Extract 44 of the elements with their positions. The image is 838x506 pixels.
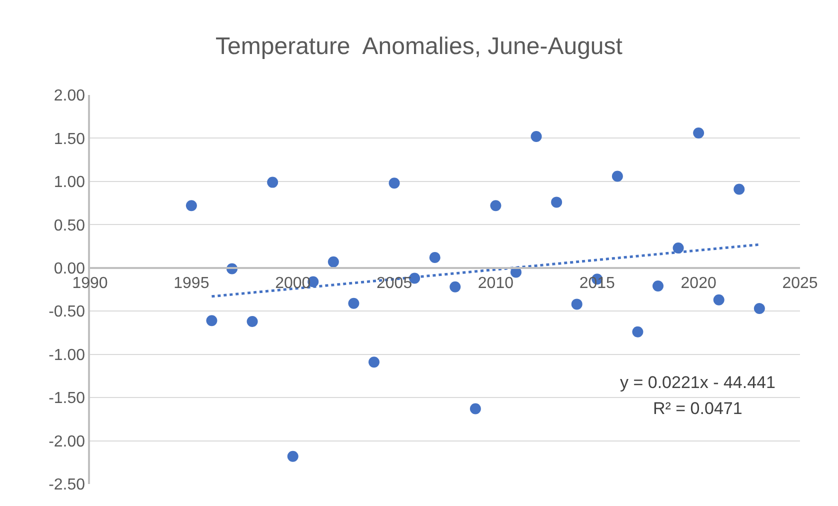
point — [530, 130, 542, 142]
point — [693, 128, 704, 139]
point — [450, 281, 461, 292]
point — [348, 298, 360, 309]
x-tick-label: 1990 — [72, 274, 108, 292]
point — [328, 256, 339, 268]
x-tick-label: 1995 — [174, 274, 210, 292]
y-tick-label: 0.50 — [54, 217, 86, 234]
y-tick-label: 1.00 — [54, 174, 86, 192]
point — [206, 315, 218, 326]
point — [388, 178, 400, 189]
point — [186, 200, 197, 212]
x-tick-label: 2025 — [782, 274, 818, 292]
y-tick-label: -1.50 — [48, 390, 86, 408]
point — [368, 356, 380, 368]
x-tick-label: 2015 — [579, 274, 616, 292]
point — [632, 326, 644, 338]
point — [490, 200, 502, 212]
y-tick-label: 0.00 — [54, 260, 86, 278]
y-tick-label: -2.00 — [48, 433, 86, 450]
y-tick-label: -1.00 — [48, 346, 86, 364]
point — [713, 294, 724, 306]
point — [734, 184, 745, 195]
point — [287, 450, 298, 462]
y-tick-label: 1.50 — [54, 130, 86, 148]
x-tick-label: 2020 — [680, 274, 716, 292]
point — [470, 403, 481, 414]
point — [571, 298, 582, 310]
point — [754, 303, 765, 314]
point — [551, 196, 562, 208]
x-tick-label: 2005 — [376, 274, 412, 292]
y-tick-label: 2.00 — [54, 88, 86, 105]
annotation: y = 0.0221x - 44.441 — [620, 373, 776, 392]
point — [429, 252, 440, 264]
chart-title: Temperature Anomalies, June-August — [216, 32, 623, 60]
point — [612, 170, 623, 182]
y-tick-label: -0.50 — [48, 304, 86, 321]
point — [246, 316, 258, 327]
point — [267, 176, 278, 188]
x-tick-label: 2010 — [478, 274, 514, 292]
y-tick-label: -2.50 — [48, 476, 86, 494]
point — [652, 280, 664, 292]
annotation: R² = 0.0471 — [653, 399, 742, 418]
point — [672, 242, 684, 254]
